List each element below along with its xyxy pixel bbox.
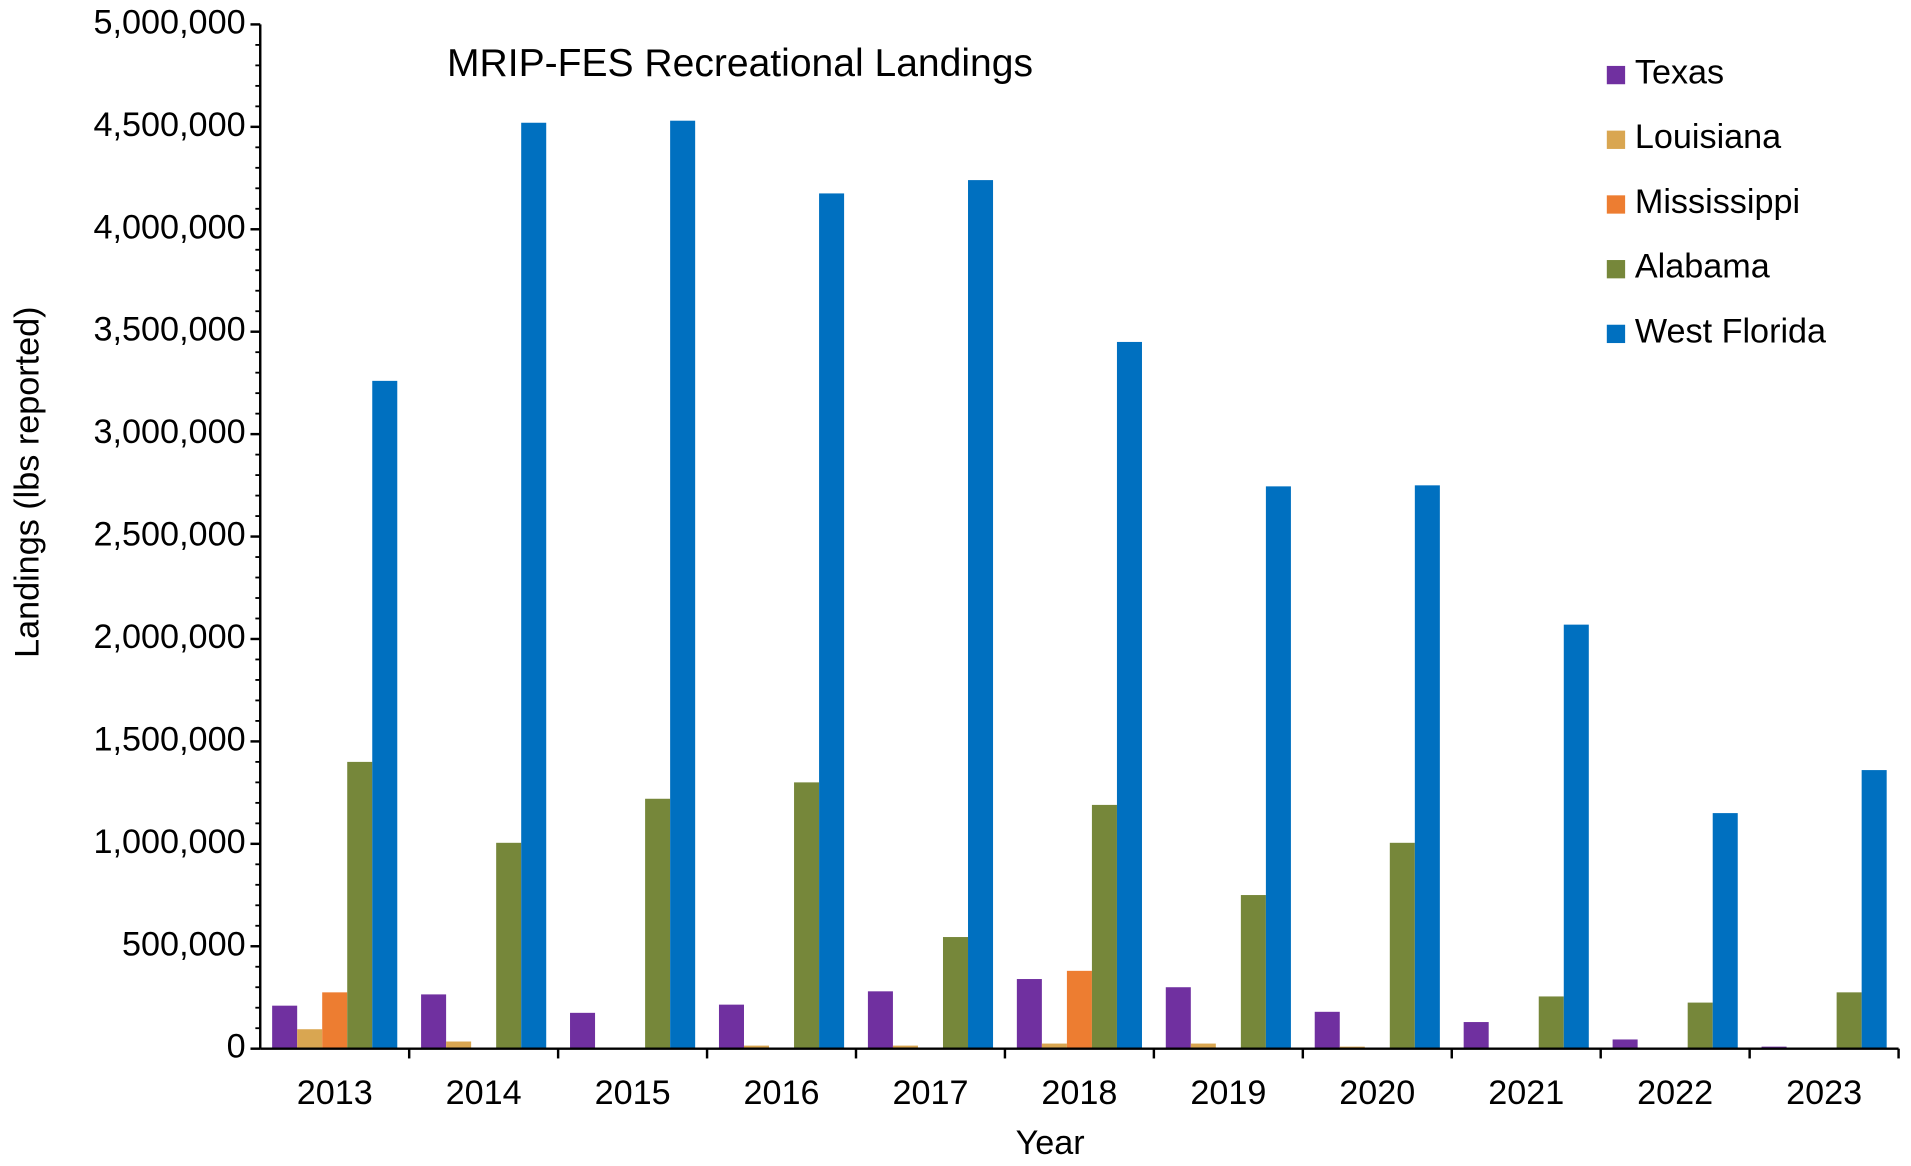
legend-swatch (1606, 130, 1626, 149)
legend-label: Alabama (1635, 248, 1770, 286)
bar (1538, 996, 1564, 1049)
bar (1389, 842, 1415, 1049)
x-tick-label: 2013 (297, 1074, 373, 1112)
bar (1265, 486, 1291, 1049)
bar (892, 1045, 918, 1049)
x-tick-label: 2015 (595, 1074, 671, 1112)
bar (718, 1004, 744, 1049)
y-tick-label: 0 (227, 1028, 246, 1066)
bar (1712, 813, 1738, 1049)
y-tick-label: 3,500,000 (94, 311, 246, 349)
bar (1414, 485, 1440, 1049)
bar (645, 798, 671, 1049)
bar (670, 120, 696, 1049)
y-tick-label: 2,500,000 (94, 516, 246, 554)
x-axis-label: Year (1016, 1124, 1085, 1161)
bar (1563, 624, 1589, 1049)
legend-swatch (1606, 195, 1626, 214)
bar (743, 1045, 770, 1049)
bar (421, 994, 447, 1049)
legend-label: West Florida (1635, 312, 1826, 350)
y-tick-label: 4,500,000 (94, 106, 246, 144)
x-tick-label: 2017 (892, 1074, 968, 1112)
bar (1314, 1011, 1340, 1049)
bar (1190, 1043, 1216, 1049)
x-tick-label: 2022 (1637, 1074, 1713, 1112)
y-tick-label: 5,000,000 (94, 3, 246, 41)
x-tick-label: 2021 (1488, 1074, 1564, 1112)
bar (968, 180, 994, 1049)
bar (1066, 970, 1092, 1049)
y-tick-label: 1,500,000 (94, 720, 246, 758)
bar (1836, 992, 1862, 1049)
y-tick-label: 2,000,000 (94, 618, 246, 656)
bar (1041, 1043, 1067, 1049)
bar (570, 1012, 596, 1049)
legend-label: Louisiana (1635, 118, 1781, 156)
x-tick-label: 2020 (1339, 1074, 1415, 1112)
y-axis-label: Landings (lbs reported) (9, 307, 47, 658)
bar (1240, 895, 1266, 1049)
bar (942, 937, 969, 1049)
bar (496, 842, 522, 1049)
bar (819, 193, 845, 1049)
bar (521, 122, 547, 1049)
x-tick-label: 2016 (744, 1074, 820, 1112)
bar (1116, 341, 1142, 1049)
y-tick-label: 1,000,000 (94, 823, 246, 861)
annotation: MRIP-FES Recreational Landings (447, 42, 1033, 85)
legend-swatch (1606, 260, 1626, 279)
legend-swatch (1606, 324, 1626, 344)
bar (1861, 770, 1887, 1049)
y-tick-label: 500,000 (122, 925, 246, 963)
bar (1165, 987, 1191, 1049)
bar (1016, 979, 1042, 1049)
bar (446, 1041, 472, 1049)
x-tick-label: 2019 (1190, 1074, 1266, 1112)
bar (1091, 804, 1117, 1049)
x-tick-label: 2018 (1041, 1074, 1117, 1112)
y-tick-label: 3,000,000 (94, 413, 246, 451)
x-tick-label: 2014 (446, 1074, 522, 1112)
bar (297, 1029, 323, 1049)
bar (347, 761, 373, 1049)
x-tick-label: 2023 (1786, 1074, 1862, 1112)
y-tick-label: 4,000,000 (94, 208, 246, 246)
bar (794, 782, 820, 1049)
bar (322, 992, 348, 1049)
legend-label: Texas (1635, 54, 1724, 92)
bar (272, 1005, 298, 1049)
legend-label: Mississippi (1635, 183, 1800, 221)
bar (1612, 1039, 1638, 1049)
bar (1687, 1002, 1713, 1049)
legend-swatch (1606, 65, 1626, 85)
bar (372, 380, 398, 1049)
bar (1463, 1022, 1489, 1049)
bar (867, 991, 893, 1049)
